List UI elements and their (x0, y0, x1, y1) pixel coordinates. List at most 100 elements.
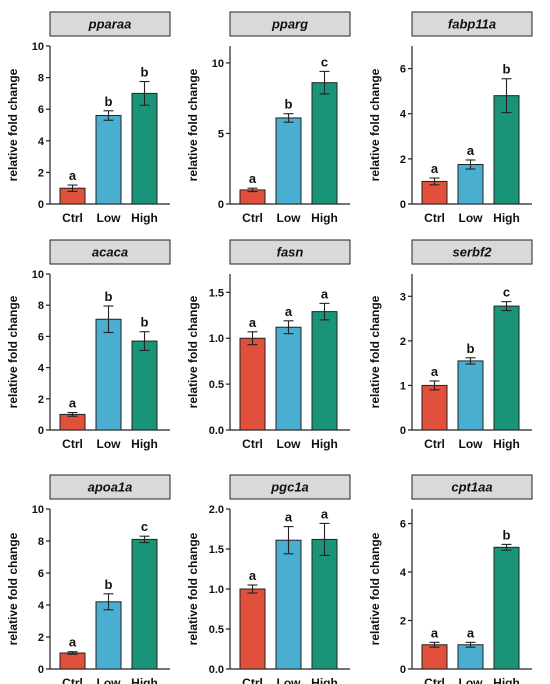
panel-title: pparaa (88, 17, 132, 32)
y-tick-label: 4 (400, 109, 407, 121)
bar-low (95, 318, 122, 431)
significance-letter: a (467, 143, 475, 158)
significance-letter: a (285, 304, 293, 319)
x-tick-label: Ctrl (62, 437, 83, 451)
significance-letter: a (69, 635, 77, 650)
y-tick-label: 2 (400, 336, 406, 348)
x-tick-label: Low (277, 676, 302, 684)
panel-title: fabp11a (448, 17, 496, 32)
y-tick-label: 0 (400, 425, 406, 437)
y-tick-label: 10 (32, 504, 44, 516)
significance-letter: b (503, 62, 511, 77)
bar-low (95, 115, 122, 205)
bar-high (311, 82, 338, 205)
y-tick-label: 1.5 (209, 544, 224, 556)
significance-letter: c (321, 54, 328, 69)
y-tick-label: 0 (400, 664, 406, 676)
panel-header (411, 474, 533, 500)
panel-acaca: acaca relative fold change 0 2 4 6 8 10 a Ctrl b Lo… (6, 239, 171, 451)
bar-ctrl (421, 644, 448, 670)
panel-cpt1aa: cpt1aa relative fold change 0 2 4 6 a Ctrl a Low b… (368, 474, 533, 684)
y-axis-label: relative fold change (6, 68, 20, 181)
significance-letter: a (285, 510, 293, 525)
significance-letter: b (105, 289, 113, 304)
bar-ctrl (421, 384, 448, 431)
panel-header (229, 239, 351, 265)
y-tick-label: 1.5 (209, 287, 224, 299)
x-tick-label: Low (97, 676, 122, 684)
panel-title: fasn (277, 245, 304, 260)
bar-low (275, 326, 302, 431)
y-tick-label: 2 (38, 167, 44, 179)
x-tick-label: Low (97, 437, 122, 451)
x-tick-label: Ctrl (424, 437, 445, 451)
y-tick-label: 6 (400, 519, 406, 531)
significance-letter: a (431, 364, 439, 379)
panel-header (411, 11, 533, 37)
panel-header (229, 11, 351, 37)
y-tick-label: 0 (38, 664, 44, 676)
significance-letter: a (249, 171, 257, 186)
significance-letter: a (249, 568, 257, 583)
y-tick-label: 1.0 (209, 584, 224, 596)
x-tick-label: High (493, 437, 520, 451)
panel-header (49, 474, 171, 500)
significance-letter: a (69, 168, 77, 183)
y-tick-label: 8 (38, 536, 44, 548)
x-tick-label: High (311, 211, 338, 225)
x-tick-label: Low (97, 211, 122, 225)
bar-high (311, 311, 338, 431)
y-axis-label: relative fold change (6, 295, 20, 408)
y-tick-label: 1.0 (209, 333, 224, 345)
y-tick-label: 0.0 (209, 664, 224, 676)
bar-ctrl (59, 652, 86, 670)
y-tick-label: 0 (38, 425, 44, 437)
y-axis-label: relative fold change (186, 532, 200, 645)
x-tick-label: High (131, 676, 158, 684)
bar-ctrl (239, 588, 266, 670)
x-tick-label: Ctrl (242, 211, 263, 225)
significance-letter: b (141, 65, 149, 80)
bar-high (131, 92, 158, 205)
bar-high (493, 305, 520, 431)
x-tick-label: Ctrl (62, 676, 83, 684)
panel-title: pgc1a (270, 480, 309, 495)
y-tick-label: 10 (212, 58, 224, 70)
significance-letter: a (69, 396, 77, 411)
y-tick-label: 0.0 (209, 425, 224, 437)
significance-letter: a (431, 625, 439, 640)
panel-title: pparg (271, 17, 308, 32)
bar-low (457, 164, 484, 205)
panel-header (49, 239, 171, 265)
panel-pparaa: pparaa relative fold change 0 2 4 6 8 10 a Ctrl b L… (6, 11, 171, 225)
y-axis-label: relative fold change (6, 532, 20, 645)
x-tick-label: High (131, 211, 158, 225)
bar-low (275, 117, 302, 205)
panel-fasn: fasn relative fold change 0.0 0.5 1.0 1.5 a Ctr… (186, 239, 351, 451)
panel-header (411, 239, 533, 265)
significance-letter: c (141, 519, 148, 534)
y-tick-label: 6 (38, 331, 44, 343)
significance-letter: b (285, 97, 293, 112)
y-tick-label: 0.5 (209, 624, 224, 636)
y-tick-label: 2 (400, 616, 406, 628)
panel-title: serbf2 (452, 245, 492, 260)
y-tick-label: 0 (218, 199, 224, 211)
significance-letter: b (141, 315, 149, 330)
y-axis-label: relative fold change (368, 532, 382, 645)
y-tick-label: 6 (38, 568, 44, 580)
y-tick-label: 2 (38, 632, 44, 644)
x-tick-label: Low (277, 211, 302, 225)
significance-letter: c (503, 285, 510, 300)
y-axis-label: relative fold change (368, 68, 382, 181)
y-tick-label: 6 (38, 104, 44, 116)
y-tick-label: 2 (400, 154, 406, 166)
panel-apoa1a: apoa1a relative fold change 0 2 4 6 8 10 a Ctrl b L… (6, 474, 171, 684)
x-tick-label: Low (459, 437, 484, 451)
x-tick-label: High (311, 676, 338, 684)
panel-pgc1a: pgc1a relative fold change 0.0 0.5 1.0 1.5 2.0… (186, 474, 351, 684)
significance-letter: a (431, 161, 439, 176)
panel-fabp11a: fabp11a relative fold change 0 2 4 6 a Ctrl a Low… (368, 11, 533, 225)
y-tick-label: 3 (400, 291, 406, 303)
